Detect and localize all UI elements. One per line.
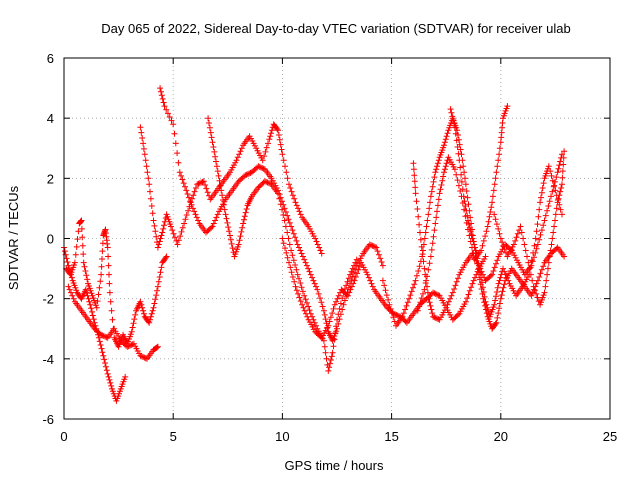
data-markers [61, 85, 568, 404]
axis-ticks: 0 5 10 15 20 25 -6 -4 -2 0 2 4 6 [42, 51, 617, 444]
x-tick-label: 10 [275, 429, 289, 444]
y-tick-label: 0 [47, 232, 54, 247]
y-tick-label: -2 [42, 292, 54, 307]
plus-markers [61, 85, 568, 404]
x-axis-label: GPS time / hours [285, 458, 384, 473]
grid-lines [64, 58, 610, 419]
y-tick-label: 2 [47, 171, 54, 186]
y-tick-label: 4 [47, 111, 54, 126]
y-axis-label: SDTVAR / TECUs [6, 185, 21, 290]
x-tick-label: 15 [384, 429, 398, 444]
chart-title: Day 065 of 2022, Sidereal Day-to-day VTE… [101, 21, 570, 36]
y-tick-label: -4 [42, 352, 54, 367]
y-tick-label: -6 [42, 412, 54, 427]
x-tick-label: 0 [60, 429, 67, 444]
x-tick-label: 25 [603, 429, 617, 444]
x-tick-label: 20 [494, 429, 508, 444]
x-tick-label: 5 [170, 429, 177, 444]
plot-frame [63, 57, 611, 420]
y-tick-label: 6 [47, 51, 54, 66]
